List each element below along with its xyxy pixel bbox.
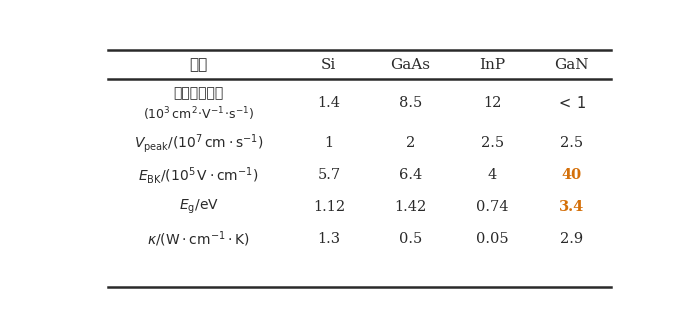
Text: $E_{\mathrm{g}}/\mathrm{eV}$: $E_{\mathrm{g}}/\mathrm{eV}$	[178, 198, 218, 216]
Text: InP: InP	[480, 58, 505, 72]
Text: 3.4: 3.4	[559, 200, 584, 214]
Text: $(10^3\,\mathrm{cm}^2\!\cdot\!\mathrm{V}^{-1}\!\cdot\!\mathrm{s}^{-1})$: $(10^3\,\mathrm{cm}^2\!\cdot\!\mathrm{V}…	[143, 105, 254, 123]
Text: $\kappa/(\mathrm{W}\cdot\mathrm{cm}^{-1}\cdot\mathrm{K})$: $\kappa/(\mathrm{W}\cdot\mathrm{cm}^{-1}…	[147, 229, 250, 249]
Text: 1.12: 1.12	[313, 200, 345, 214]
Text: 6.4: 6.4	[399, 168, 422, 182]
Text: 1.3: 1.3	[317, 232, 341, 246]
Text: 2.9: 2.9	[560, 232, 583, 246]
Text: 2.5: 2.5	[481, 137, 504, 150]
Text: Si: Si	[321, 58, 337, 72]
Text: GaN: GaN	[554, 58, 589, 72]
Text: $E_{\mathrm{BK}}/(10^5\,\mathrm{V}\cdot\mathrm{cm}^{-1})$: $E_{\mathrm{BK}}/(10^5\,\mathrm{V}\cdot\…	[138, 165, 258, 186]
Text: 12: 12	[483, 96, 502, 110]
Text: 0.5: 0.5	[399, 232, 422, 246]
Text: 1: 1	[324, 137, 333, 150]
Text: 8.5: 8.5	[399, 96, 422, 110]
Text: 2: 2	[406, 137, 415, 150]
Text: 2.5: 2.5	[560, 137, 583, 150]
Text: 4: 4	[488, 168, 497, 182]
Text: 参数: 参数	[189, 57, 207, 72]
Text: 5.7: 5.7	[317, 168, 341, 182]
Text: 40: 40	[562, 168, 582, 182]
Text: 1.42: 1.42	[395, 200, 427, 214]
Text: 1.4: 1.4	[317, 96, 341, 110]
Text: $<\,1$: $<\,1$	[556, 95, 587, 111]
Text: 0.74: 0.74	[476, 200, 509, 214]
Text: $V_{\mathrm{peak}}/(10^7\,\mathrm{cm}\cdot\mathrm{s}^{-1})$: $V_{\mathrm{peak}}/(10^7\,\mathrm{cm}\cd…	[134, 132, 263, 155]
Text: 电子迁移率／: 电子迁移率／	[173, 86, 224, 100]
Text: GaAs: GaAs	[390, 58, 430, 72]
Text: 0.05: 0.05	[476, 232, 509, 246]
